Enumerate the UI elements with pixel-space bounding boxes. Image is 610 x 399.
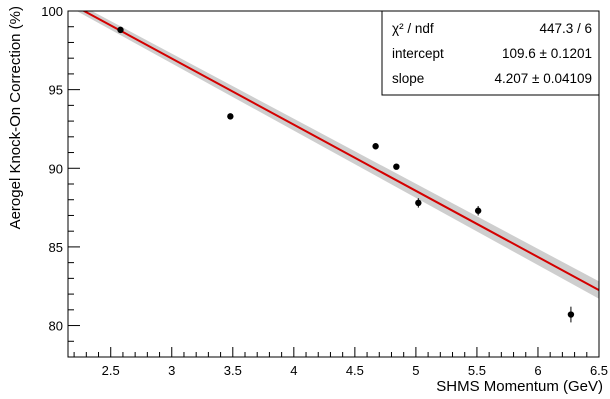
fit-confidence-band bbox=[76, 11, 599, 299]
data-marker bbox=[372, 143, 379, 150]
x-tick-label: 2.5 bbox=[102, 363, 120, 378]
y-tick-label: 95 bbox=[49, 83, 63, 98]
fit-line bbox=[82, 11, 599, 291]
data-point bbox=[567, 306, 575, 323]
stats-box: χ² / ndf 447.3 / 6 intercept 109.6 ± 0.1… bbox=[381, 10, 600, 96]
x-axis: 2.5 3 3.5 4 4.5 5 5.5 6 6.5 bbox=[73, 347, 608, 378]
x-tick-label: 5.5 bbox=[468, 363, 486, 378]
x-axis-title: SHMS Momentum (GeV) bbox=[436, 378, 603, 395]
data-marker bbox=[415, 199, 422, 207]
data-point bbox=[117, 26, 124, 34]
x-tick-label: 3.5 bbox=[224, 363, 242, 378]
y-tick-label: 85 bbox=[49, 240, 63, 255]
y-tick-label: 90 bbox=[49, 161, 63, 176]
data-marker bbox=[117, 26, 124, 34]
data-points bbox=[117, 26, 575, 323]
y-tick-label: 100 bbox=[41, 4, 63, 19]
data-point bbox=[372, 143, 379, 150]
stats-chi2-label: χ² / ndf bbox=[392, 21, 434, 36]
x-tick-label: 6.5 bbox=[590, 363, 608, 378]
y-axis-title: Aerogel Knock-On Correction (%) bbox=[7, 6, 24, 229]
fit-line-layer bbox=[82, 11, 599, 291]
data-point bbox=[227, 113, 234, 120]
fit-band-layer bbox=[76, 11, 599, 299]
data-marker bbox=[567, 311, 575, 318]
x-tick-label: 4.5 bbox=[346, 363, 364, 378]
stats-intercept-label: intercept bbox=[392, 46, 444, 61]
x-tick-label: 3 bbox=[168, 363, 175, 378]
data-marker bbox=[393, 163, 400, 170]
stats-intercept-value: 109.6 ± 0.1201 bbox=[502, 46, 592, 61]
stats-chi2-value: 447.3 / 6 bbox=[539, 21, 592, 36]
stats-slope-value: 4.207 ± 0.04109 bbox=[495, 71, 593, 86]
data-point bbox=[393, 163, 400, 170]
x-tick-label: 6 bbox=[534, 363, 541, 378]
y-axis: 80 85 90 95 100 bbox=[41, 4, 80, 358]
x-tick-label: 4 bbox=[290, 363, 297, 378]
data-marker bbox=[474, 207, 482, 214]
y-tick-label: 80 bbox=[49, 319, 63, 334]
data-point bbox=[415, 198, 422, 208]
data-marker bbox=[227, 113, 234, 120]
stats-box-frame bbox=[381, 10, 600, 96]
data-point bbox=[474, 206, 482, 216]
stats-slope-label: slope bbox=[392, 71, 424, 86]
x-tick-label: 5 bbox=[412, 363, 419, 378]
